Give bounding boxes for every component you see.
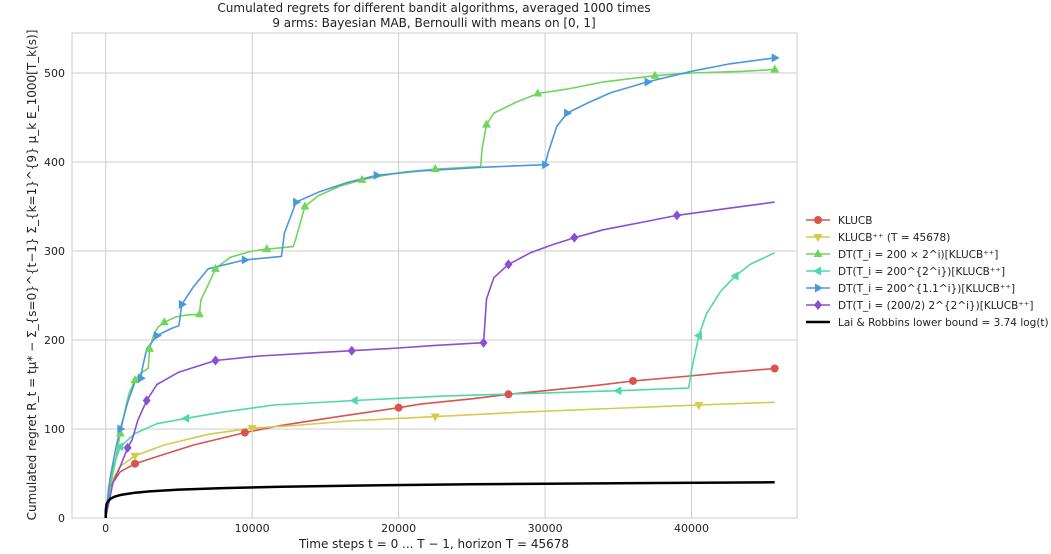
series-5-point <box>123 442 132 453</box>
series-4-point <box>153 331 162 341</box>
series-2-point <box>145 343 155 352</box>
series-markers <box>115 53 780 468</box>
series-0-point <box>130 459 139 468</box>
x-tick-label: 10000 <box>235 522 270 535</box>
legend-label-6: Lai & Robbins lower bound = 3.74 log(t) <box>838 317 1049 329</box>
legend-marker-0 <box>814 216 822 224</box>
series-4-point <box>178 299 187 309</box>
legend: KLUCB KLUCB⁺⁺ (T = 45678) DT(T_i = 200 × 2… <box>806 215 1049 329</box>
series-5-point <box>211 355 220 366</box>
series-6-line <box>104 481 775 519</box>
y-tick-label: 100 <box>44 423 65 436</box>
y-tick-label: 0 <box>58 512 65 525</box>
x-tick-label: 0 <box>102 522 109 535</box>
series-4-point <box>564 108 573 118</box>
series-3-point <box>730 271 739 281</box>
legend-marker-2 <box>813 249 823 257</box>
legend-label-4: DT(T_i = 200^{1.1^i})[KLUCB⁺⁺] <box>838 283 1015 295</box>
plot-background <box>72 33 797 518</box>
series-4-point <box>771 53 780 63</box>
series-5-line <box>104 201 775 519</box>
y-axis-label: Cumulated regret R_t = tμ* − Σ_{s=0}^{t−… <box>25 30 39 521</box>
y-tick-label: 400 <box>44 156 65 169</box>
x-tick-label: 20000 <box>381 522 416 535</box>
series-2-point <box>650 70 660 79</box>
legend-label-2: DT(T_i = 200 × 2^i)[KLUCB⁺⁺] <box>838 249 998 261</box>
series-2-point <box>262 244 272 253</box>
series-2-point <box>430 164 440 173</box>
series-2-point <box>194 309 204 318</box>
y-tick-label: 200 <box>44 334 65 347</box>
series-3-point <box>349 396 358 406</box>
x-tick-label: 40000 <box>674 522 709 535</box>
y-tick-label: 300 <box>44 245 65 258</box>
series-4-point <box>137 373 146 383</box>
series-2-point <box>159 317 169 326</box>
series-2-point <box>115 428 125 437</box>
x-axis-label: Time steps t = 0 ... T − 1, horizon T = … <box>298 537 569 551</box>
legend-label-0: KLUCB <box>838 215 872 227</box>
series-5-point <box>504 259 513 270</box>
legend-marker-4 <box>815 283 823 293</box>
series-0-point <box>394 403 403 412</box>
series-2-point <box>300 201 310 210</box>
series-5-point <box>479 337 488 348</box>
grid <box>71 32 798 519</box>
series-3-point <box>613 386 622 396</box>
series-3-line <box>104 252 776 519</box>
series-3-point <box>693 331 702 341</box>
series-4-point <box>644 77 653 87</box>
series-0-point <box>504 390 513 399</box>
series-5-point <box>347 345 356 356</box>
series-2-point <box>481 119 491 128</box>
series-2-point <box>130 375 140 384</box>
chart-title: Cumulated regrets for different bandit a… <box>217 1 650 15</box>
series-5-point <box>672 210 681 221</box>
legend-marker-5 <box>814 300 822 310</box>
series-4-point <box>373 170 382 180</box>
series-2-point <box>211 263 221 272</box>
series-2-point <box>357 174 367 183</box>
tick-labels: 0 10000 20000 30000 40000 0 100 200 300 400 500 <box>44 67 709 535</box>
y-tick-label: 500 <box>44 67 65 80</box>
series-0-point <box>240 428 249 437</box>
legend-label-1: KLUCB⁺⁺ (T = 45678) <box>838 232 950 244</box>
legend-label-5: DT(T_i = (200/2) 2^{2^i})[KLUCB⁺⁺] <box>838 300 1033 312</box>
x-tick-label: 30000 <box>528 522 563 535</box>
plot-frame <box>71 32 798 519</box>
legend-marker-3 <box>813 266 821 276</box>
series-4-point <box>241 255 250 265</box>
series-3-point <box>181 413 190 423</box>
series-1-point <box>247 425 257 434</box>
series-1-point <box>430 413 440 422</box>
series-4-point <box>117 424 126 434</box>
series-4-point <box>293 197 302 207</box>
legend-label-3: DT(T_i = 200^{2^i})[KLUCB⁺⁺] <box>838 266 1005 278</box>
chart-subtitle: 9 arms: Bayesian MAB, Bernoulli with mea… <box>272 16 595 30</box>
series-5-point <box>142 395 151 406</box>
series-0-point <box>770 364 779 373</box>
series-5-point <box>570 232 579 243</box>
series-2-point <box>533 88 543 97</box>
series-3-point <box>115 442 124 452</box>
series-1-point <box>130 452 140 461</box>
series-1-line <box>104 401 775 519</box>
series-0-point <box>628 376 637 385</box>
series-4-point <box>542 160 551 170</box>
legend-marker-1 <box>813 234 823 242</box>
series-2-point <box>770 64 780 73</box>
series-1-point <box>694 401 704 410</box>
